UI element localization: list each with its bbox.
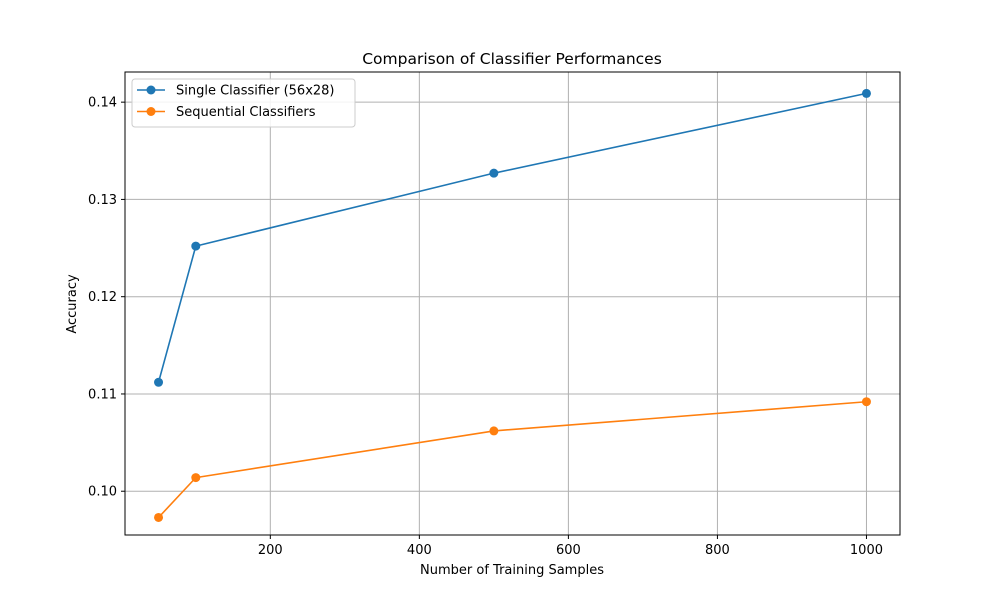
data-point: [489, 426, 499, 436]
legend-entry: Single Classifier (56x28): [137, 84, 335, 99]
data-point: [861, 397, 871, 407]
y-tick-label: 0.10: [88, 485, 117, 500]
legend: Single Classifier (56x28) Sequential Clas…: [131, 78, 356, 128]
data-point: [861, 88, 871, 98]
data-point: [489, 168, 499, 178]
x-tick-label: 1000: [850, 543, 883, 558]
data-point: [154, 377, 164, 387]
legend-label: Sequential Classifiers: [176, 105, 316, 120]
x-tick-label: 800: [705, 543, 730, 558]
y-tick-label: 0.13: [88, 193, 117, 208]
x-axis: 200 400 600 800 1000: [258, 535, 883, 558]
legend-entry: Sequential Classifiers: [137, 105, 316, 120]
y-tick-label: 0.14: [88, 96, 117, 111]
data-point: [191, 473, 201, 483]
series-line: [157, 400, 867, 519]
x-tick-label: 200: [258, 543, 283, 558]
series-2: [154, 397, 871, 522]
legend-box: [131, 78, 356, 128]
series-line: [157, 92, 867, 383]
y-axis: 0.10 0.11 0.12 0.13 0.14: [88, 96, 125, 500]
chart-title: Comparison of Classifier Performances: [362, 50, 662, 68]
legend-marker: [146, 107, 156, 116]
legend-marker: [146, 85, 156, 95]
grid: [125, 72, 900, 535]
data-point: [191, 241, 201, 251]
x-axis-label: Number of Training Samples: [420, 563, 604, 578]
y-tick-label: 0.11: [88, 387, 117, 402]
y-tick-label: 0.12: [88, 290, 117, 305]
series-1: [154, 88, 871, 387]
plot-frame: [124, 71, 901, 536]
series-layer: [154, 88, 871, 522]
x-tick-label: 400: [407, 543, 432, 558]
x-tick-label: 600: [556, 543, 581, 558]
data-point: [154, 512, 164, 522]
legend-label: Single Classifier (56x28): [176, 84, 335, 99]
y-axis-label: Accuracy: [65, 274, 80, 334]
